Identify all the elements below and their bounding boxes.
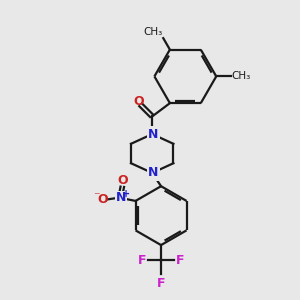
Text: O: O	[133, 95, 144, 108]
Text: F: F	[138, 254, 146, 267]
Text: +: +	[122, 189, 130, 199]
Text: CH₃: CH₃	[143, 27, 163, 37]
Text: F: F	[157, 277, 165, 290]
Text: N: N	[116, 191, 126, 205]
Text: CH₃: CH₃	[232, 71, 251, 81]
Text: F: F	[176, 254, 184, 267]
Text: N: N	[148, 128, 159, 141]
Text: O: O	[97, 193, 108, 206]
Text: N: N	[148, 167, 159, 179]
Text: ⁻: ⁻	[93, 190, 100, 203]
Text: O: O	[117, 174, 128, 187]
